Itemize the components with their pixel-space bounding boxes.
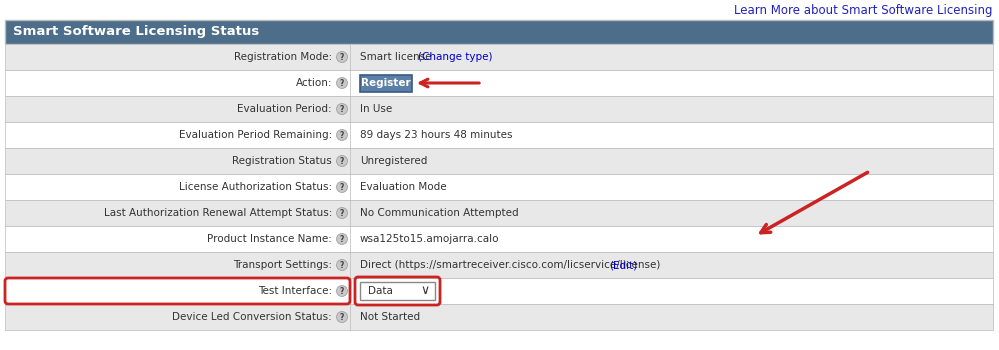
Text: In Use: In Use xyxy=(360,104,393,114)
Circle shape xyxy=(337,77,348,89)
Text: Unregistered: Unregistered xyxy=(360,156,428,166)
Text: wsa125to15.amojarra.calo: wsa125to15.amojarra.calo xyxy=(360,234,500,244)
Bar xyxy=(5,70,993,96)
Circle shape xyxy=(337,155,348,167)
Circle shape xyxy=(337,286,348,296)
Bar xyxy=(5,226,993,252)
FancyBboxPatch shape xyxy=(360,282,435,300)
Bar xyxy=(5,44,993,70)
Text: Action:: Action: xyxy=(296,78,332,88)
Text: (Change type): (Change type) xyxy=(419,52,493,62)
Text: ?: ? xyxy=(340,260,345,270)
Text: ?: ? xyxy=(340,209,345,217)
Text: Smart license: Smart license xyxy=(360,52,435,62)
FancyBboxPatch shape xyxy=(360,75,412,91)
Text: Last Authorization Renewal Attempt Status:: Last Authorization Renewal Attempt Statu… xyxy=(104,208,332,218)
Text: Direct (https://smartreceiver.cisco.com/licservice/license): Direct (https://smartreceiver.cisco.com/… xyxy=(360,260,663,270)
Circle shape xyxy=(337,208,348,218)
Text: Smart Software Licensing Status: Smart Software Licensing Status xyxy=(13,26,260,38)
Circle shape xyxy=(337,130,348,140)
Text: Transport Settings:: Transport Settings: xyxy=(233,260,332,270)
Text: Product Instance Name:: Product Instance Name: xyxy=(207,234,332,244)
Text: Evaluation Period Remaining:: Evaluation Period Remaining: xyxy=(179,130,332,140)
Text: Data: Data xyxy=(368,286,393,296)
Text: ?: ? xyxy=(340,156,345,166)
Bar xyxy=(5,200,993,226)
Text: ?: ? xyxy=(340,78,345,88)
Bar xyxy=(5,20,993,44)
Bar xyxy=(5,278,993,304)
Text: Evaluation Mode: Evaluation Mode xyxy=(360,182,447,192)
Circle shape xyxy=(337,51,348,63)
Bar xyxy=(5,96,993,122)
Text: Register: Register xyxy=(362,78,411,88)
Text: ∨: ∨ xyxy=(421,285,430,297)
Circle shape xyxy=(337,104,348,114)
Text: ?: ? xyxy=(340,131,345,140)
Text: ?: ? xyxy=(340,234,345,244)
Text: ?: ? xyxy=(340,105,345,113)
Text: ?: ? xyxy=(340,52,345,62)
Text: License Authorization Status:: License Authorization Status: xyxy=(179,182,332,192)
Bar xyxy=(5,252,993,278)
Text: No Communication Attempted: No Communication Attempted xyxy=(360,208,518,218)
Text: Registration Mode:: Registration Mode: xyxy=(234,52,332,62)
Text: Learn More about Smart Software Licensing: Learn More about Smart Software Licensin… xyxy=(734,4,993,17)
Text: ?: ? xyxy=(340,313,345,322)
Circle shape xyxy=(337,312,348,322)
Text: Test Interface:: Test Interface: xyxy=(258,286,332,296)
Circle shape xyxy=(337,182,348,193)
Text: ?: ? xyxy=(340,287,345,295)
Text: Device Led Conversion Status:: Device Led Conversion Status: xyxy=(172,312,332,322)
Bar xyxy=(5,174,993,200)
Text: ?: ? xyxy=(340,182,345,191)
Text: Evaluation Period:: Evaluation Period: xyxy=(238,104,332,114)
Text: Not Started: Not Started xyxy=(360,312,421,322)
Text: Registration Status: Registration Status xyxy=(232,156,332,166)
Text: (Edit): (Edit) xyxy=(609,260,637,270)
Bar xyxy=(5,148,993,174)
Circle shape xyxy=(337,259,348,271)
Text: 89 days 23 hours 48 minutes: 89 days 23 hours 48 minutes xyxy=(360,130,512,140)
Bar xyxy=(5,304,993,330)
Circle shape xyxy=(337,233,348,245)
Bar xyxy=(5,122,993,148)
